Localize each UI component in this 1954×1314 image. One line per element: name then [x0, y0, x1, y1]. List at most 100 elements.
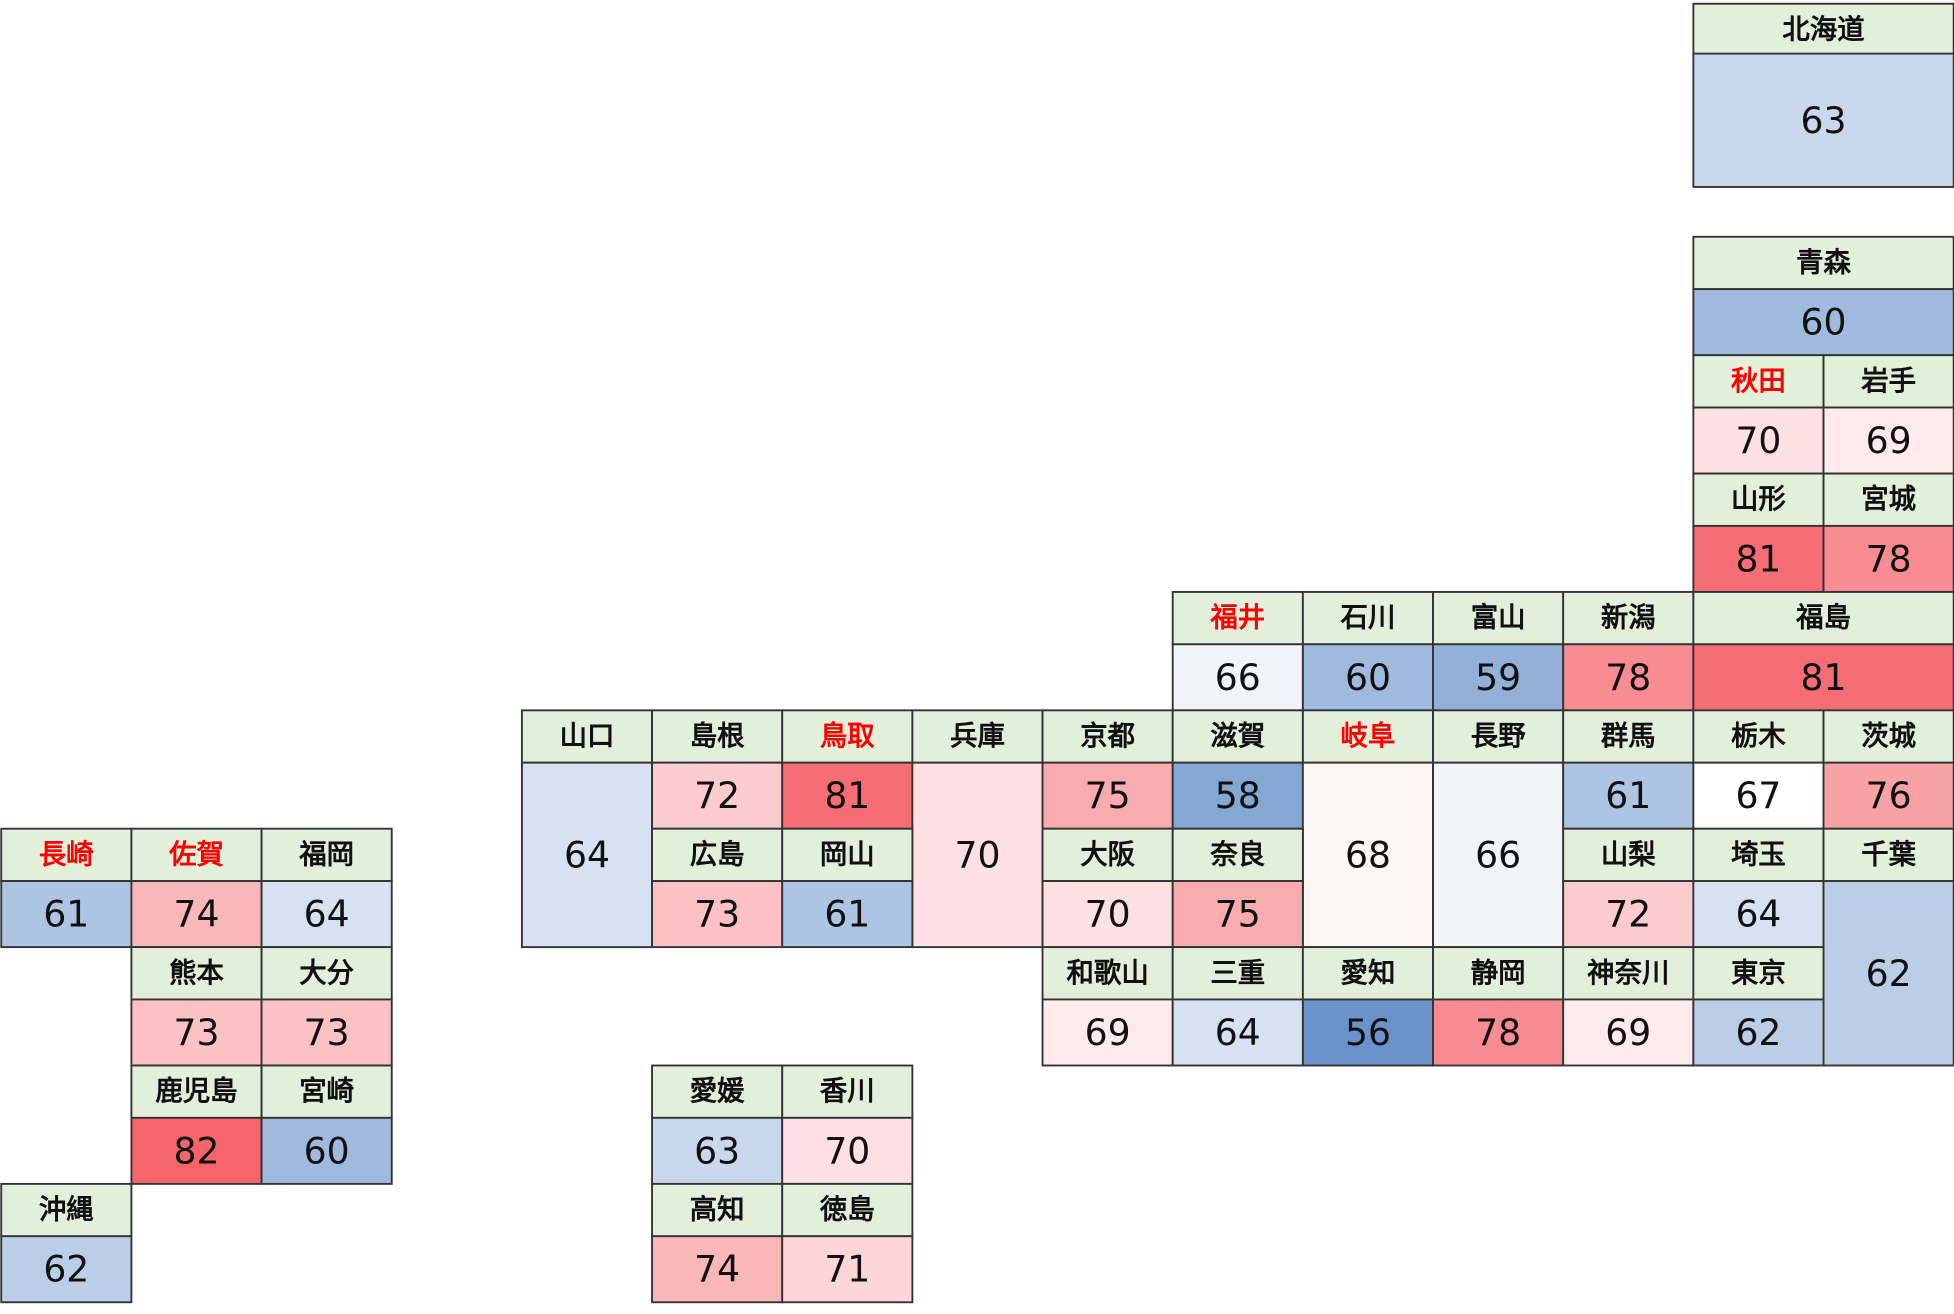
prefecture-label-cell: [0, 827, 133, 882]
value-cell: [260, 1116, 393, 1185]
value-cell: [1692, 406, 1825, 475]
prefecture-name: 滋賀: [1210, 721, 1265, 752]
prefecture-label-cell: [1562, 946, 1695, 1001]
value-label: 74: [174, 893, 220, 936]
prefecture-label-cell: [1041, 946, 1174, 1001]
value-cell: [1301, 643, 1434, 712]
value-label: 73: [694, 893, 740, 936]
value-cell: [130, 880, 263, 949]
prefecture-name: 長野: [1471, 721, 1526, 752]
value-cell: [651, 1235, 784, 1304]
prefecture-name: 北海道: [1782, 13, 1865, 45]
value-label: 75: [1085, 774, 1131, 817]
prefecture-name: 長崎: [39, 839, 94, 870]
value-label: 63: [694, 1129, 740, 1172]
value-label: 62: [1866, 952, 1912, 995]
prefecture-label-cell: [130, 827, 263, 882]
value-label: 66: [1475, 833, 1521, 876]
prefecture-name: 神奈川: [1587, 958, 1669, 989]
value-label: 78: [1866, 537, 1912, 580]
prefecture-name: 宮崎: [299, 1075, 354, 1107]
prefecture-name: 熊本: [169, 957, 224, 989]
value-cell: [1692, 998, 1825, 1067]
value-cell: [1692, 52, 1954, 188]
value-cell: [260, 998, 393, 1067]
prefecture-name: 宮城: [1861, 483, 1916, 515]
value-cell: [1562, 998, 1695, 1067]
prefecture-name: 兵庫: [950, 721, 1005, 752]
value-label: 67: [1735, 774, 1781, 817]
value-cell: [1171, 998, 1304, 1067]
prefecture-label-cell: [781, 709, 914, 764]
prefecture-name: 新潟: [1601, 602, 1656, 634]
value-label: 72: [694, 774, 740, 817]
prefecture-name: 鳥取: [820, 721, 875, 752]
value-label: 60: [1801, 301, 1847, 344]
prefecture-name: 埼玉: [1731, 839, 1786, 870]
value-cell: [1301, 998, 1434, 1067]
value-cell: [781, 761, 914, 830]
value-label: 62: [1735, 1011, 1781, 1054]
prefecture-name: 岐阜: [1341, 721, 1396, 752]
value-cell: [1432, 643, 1565, 712]
prefecture-label-cell: [651, 1064, 784, 1119]
value-label: 70: [1735, 419, 1781, 462]
value-label: 70: [824, 1129, 870, 1172]
value-cell: [130, 1116, 263, 1185]
prefecture-label-cell: [260, 827, 393, 882]
value-label: 81: [1735, 537, 1781, 580]
prefecture-label-cell: [260, 1064, 393, 1119]
prefecture-label-cell: [1562, 591, 1695, 646]
value-label: 62: [43, 1248, 89, 1291]
prefecture-name: 千葉: [1861, 839, 1916, 870]
value-label: 82: [174, 1129, 220, 1172]
prefecture-label-cell: [130, 1064, 263, 1119]
value-cell: [1692, 643, 1954, 712]
value-label: 68: [1345, 833, 1391, 876]
value-label: 56: [1345, 1011, 1391, 1054]
value-label: 73: [174, 1011, 220, 1054]
value-cell: [0, 880, 133, 949]
value-label: 61: [1605, 774, 1651, 817]
prefecture-name: 沖縄: [39, 1195, 94, 1226]
prefecture-name: 石川: [1340, 603, 1396, 634]
prefecture-label-cell: [1432, 591, 1565, 646]
value-cell: [1041, 880, 1174, 949]
value-label: 81: [824, 774, 870, 817]
prefecture-label-cell: [1692, 946, 1825, 1001]
value-label: 63: [1801, 99, 1847, 142]
value-cell: [1822, 880, 1954, 1067]
prefecture-name: 福島: [1795, 603, 1851, 634]
prefecture-name: 秋田: [1731, 366, 1786, 397]
prefecture-label-cell: [651, 827, 784, 882]
value-label: 75: [1215, 893, 1261, 936]
value-label: 70: [954, 833, 1000, 876]
prefecture-label-cell: [651, 1182, 784, 1238]
prefecture-name: 群馬: [1601, 721, 1656, 752]
prefecture-name: 高知: [690, 1194, 745, 1226]
prefecture-name: 三重: [1210, 958, 1265, 989]
value-label: 69: [1605, 1011, 1651, 1054]
prefecture-name: 栃木: [1731, 721, 1786, 752]
prefecture-name: 徳島: [819, 1195, 875, 1226]
prefecture-name: 山形: [1731, 484, 1786, 515]
value-label: 64: [1735, 893, 1781, 936]
value-cell: [260, 880, 393, 949]
prefecture-label-cell: [260, 946, 393, 1001]
value-label: 58: [1215, 774, 1261, 817]
value-label: 64: [564, 833, 610, 876]
value-label: 69: [1085, 1011, 1131, 1054]
value-cell: [1822, 524, 1954, 593]
prefecture-label-cell: [520, 709, 653, 764]
value-cell: [1301, 761, 1434, 949]
value-label: 70: [1085, 893, 1131, 936]
prefecture-name: 福岡: [298, 839, 354, 870]
prefecture-label-cell: [1432, 946, 1565, 1001]
value-cell: [781, 1235, 914, 1304]
value-label: 60: [304, 1129, 350, 1172]
value-label: 72: [1605, 893, 1651, 936]
prefecture-name: 東京: [1731, 957, 1786, 989]
prefecture-label-cell: [0, 1182, 133, 1238]
value-label: 60: [1345, 656, 1391, 699]
